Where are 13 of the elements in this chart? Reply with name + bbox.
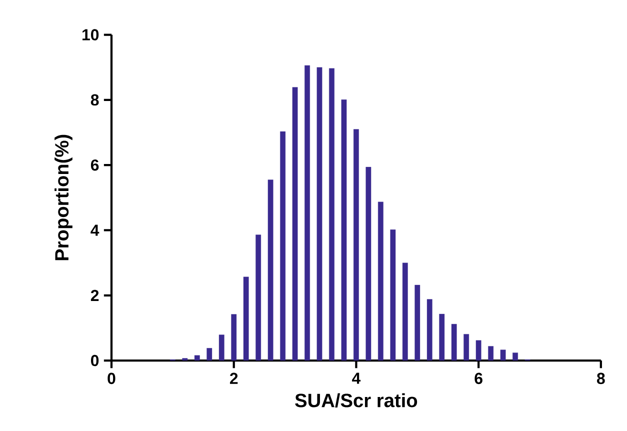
x-tick-label: 6: [474, 372, 482, 384]
y-tick-label: 8: [90, 94, 99, 106]
y-tick-label: 2: [90, 290, 99, 302]
x-tick-label: 2: [230, 372, 238, 384]
y-axis-title: Proportion(%): [54, 134, 72, 260]
x-tick-label: 4: [352, 372, 361, 384]
y-tick-label: 6: [90, 160, 99, 171]
y-tick-label: 4: [90, 224, 100, 236]
x-axis-title: SUA/Scr ratio: [295, 393, 418, 408]
x-tick-label: 0: [108, 372, 116, 384]
x-tick-label: 8: [596, 372, 605, 384]
y-tick-label: 0: [91, 354, 99, 366]
y-tick-label: 10: [82, 29, 99, 40]
